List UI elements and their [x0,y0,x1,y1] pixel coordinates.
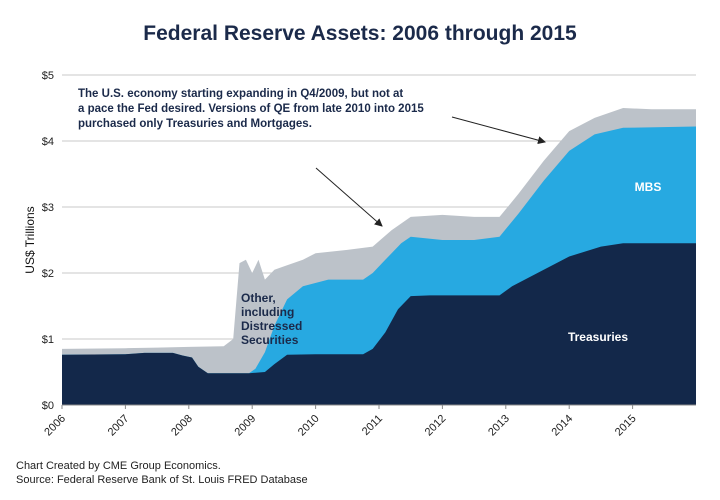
x-tick-label: 2006 [42,413,68,439]
credit-source: Source: Federal Reserve Bank of St. Loui… [16,474,308,486]
annotation-line: The U.S. economy starting expanding in Q… [78,88,403,100]
x-tick-label: 2012 [423,413,449,439]
y-tick-label: $1 [42,334,54,346]
annotation-arrow-2011 [315,167,383,227]
x-tick-label: 2007 [106,413,132,439]
area-label-other: Other, [241,291,276,305]
x-tick-label: 2015 [613,413,639,439]
area-label-other: including [241,305,294,319]
y-axis-label: US$ Trillions [23,206,37,273]
y-tick-label: $3 [42,202,54,214]
y-tick-label: $2 [42,268,54,280]
x-tick-label: 2011 [360,413,385,438]
area-treasuries [62,243,696,405]
area-label-treasuries: Treasuries [568,330,628,344]
y-tick-label: $4 [42,136,54,148]
credit-created-by: Chart Created by CME Group Economics. [16,460,221,472]
x-tick-label: 2013 [486,413,512,439]
x-tick-label: 2010 [296,413,322,439]
area-label-other: Distressed [241,319,302,333]
area-label-mbs: MBS [635,180,662,194]
x-tick-label: 2008 [169,413,195,439]
x-tick-label: 2014 [550,413,576,439]
chart-title: Federal Reserve Assets: 2006 through 201… [143,22,577,45]
area-label-other: Securities [241,333,299,347]
y-tick-label: $0 [42,400,54,412]
annotation-line: purchased only Treasuries and Mortgages. [78,118,312,130]
x-tick-label: 2009 [233,413,259,439]
annotation-arrow-2014 [451,116,546,145]
annotation-line: a pace the Fed desired. Versions of QE f… [78,103,424,115]
y-tick-label: $5 [42,70,54,82]
